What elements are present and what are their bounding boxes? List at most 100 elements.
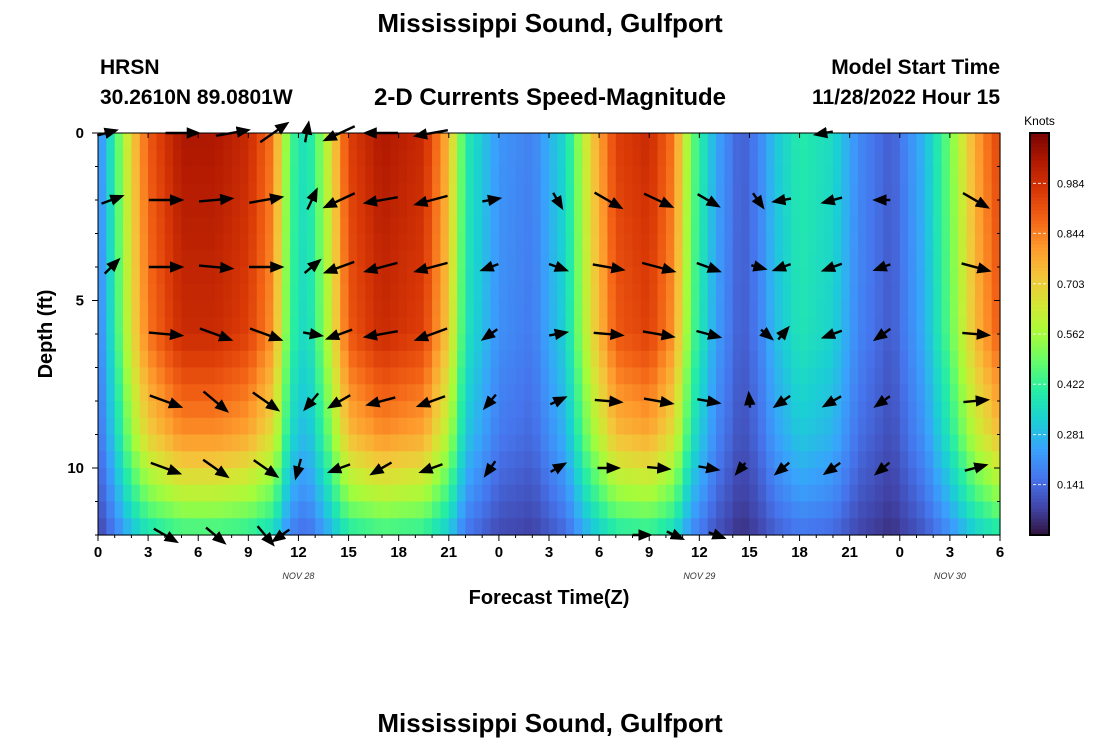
heatmap-cell	[933, 149, 943, 168]
heatmap-cell	[724, 417, 734, 436]
heatmap-cell	[941, 367, 951, 385]
heatmap-cell	[782, 434, 792, 452]
heatmap-cell	[866, 350, 876, 369]
heatmap-cell	[916, 267, 926, 285]
heatmap-cell	[273, 166, 283, 184]
heatmap-cell	[323, 384, 333, 402]
heatmap-cell	[966, 367, 976, 385]
heatmap-cell	[507, 468, 517, 486]
heatmap-cell	[791, 501, 801, 519]
current-vector	[734, 461, 749, 476]
heatmap-cell	[841, 233, 851, 251]
heatmap-cell	[373, 501, 383, 519]
heatmap-cell	[632, 468, 642, 486]
heatmap-cell	[114, 367, 124, 385]
heatmap-cell	[807, 334, 817, 352]
heatmap-cell	[924, 317, 934, 335]
heatmap-cell	[958, 384, 968, 402]
heatmap-cell	[958, 468, 968, 486]
heatmap-cell	[841, 367, 851, 385]
heatmap-cell	[465, 250, 475, 268]
heatmap-cell	[766, 384, 776, 402]
heatmap-cell	[874, 468, 884, 486]
heatmap-cell	[607, 384, 617, 402]
heatmap-cell	[114, 468, 124, 486]
heatmap-cell	[974, 183, 984, 201]
heatmap-cell	[674, 133, 684, 151]
heatmap-cell	[348, 183, 358, 201]
heatmap-cell	[799, 434, 809, 452]
heatmap-cell	[891, 250, 901, 268]
heatmap-cell	[682, 434, 692, 452]
heatmap-cell	[590, 334, 600, 352]
heatmap-cell	[423, 334, 433, 352]
heatmap-cell	[340, 133, 350, 151]
heatmap-cell	[916, 501, 926, 519]
current-vector	[696, 328, 723, 340]
heatmap-cell	[615, 317, 625, 335]
heatmap-cell	[624, 350, 634, 369]
heatmap-cell	[106, 133, 116, 151]
heatmap-cell	[799, 401, 809, 419]
heatmap-cell	[498, 233, 508, 251]
heatmap-cell	[582, 518, 592, 536]
heatmap-cell	[774, 451, 784, 469]
heatmap-cell	[507, 149, 517, 168]
heatmap-cell	[248, 401, 258, 419]
heatmap-cell	[532, 166, 542, 184]
heatmap-cell	[574, 133, 584, 151]
heatmap-cell	[640, 434, 650, 452]
heatmap-cell	[239, 401, 249, 419]
heatmap-cell	[298, 350, 308, 369]
heatmap-cell	[757, 317, 767, 335]
heatmap-cell	[791, 233, 801, 251]
heatmap-cell	[874, 183, 884, 201]
heatmap-cell	[490, 434, 500, 452]
heatmap-cell	[523, 417, 533, 436]
heatmap-cell	[281, 216, 291, 235]
heatmap-cell	[974, 384, 984, 402]
heatmap-cell	[607, 367, 617, 385]
heatmap-cell	[365, 434, 375, 452]
heatmap-cell	[532, 250, 542, 268]
heatmap-cell	[123, 417, 133, 436]
colorbar-cell	[1030, 367, 1049, 372]
heatmap-cell	[189, 300, 199, 318]
heatmap-cell	[356, 200, 366, 218]
heatmap-cell	[173, 166, 183, 184]
heatmap-cell	[983, 200, 993, 218]
heatmap-cell	[173, 216, 183, 235]
heatmap-cell	[699, 216, 709, 235]
model-start-value: 11/28/2022 Hour 15	[812, 86, 1000, 109]
current-vector	[249, 327, 284, 342]
heatmap-cell	[565, 166, 575, 184]
heatmap-cell	[582, 434, 592, 452]
heatmap-cell	[732, 484, 742, 503]
heatmap-cell	[883, 233, 893, 251]
heatmap-cell	[908, 200, 918, 218]
heatmap-cell	[757, 401, 767, 419]
heatmap-cell	[148, 434, 158, 452]
heatmap-cell	[782, 283, 792, 302]
heatmap-cell	[782, 484, 792, 503]
heatmap-cell	[231, 484, 241, 503]
heatmap-cell	[148, 350, 158, 369]
heatmap-cell	[749, 401, 759, 419]
heatmap-cell	[841, 484, 851, 503]
colorbar-cell	[1030, 407, 1049, 412]
heatmap-cell	[507, 317, 517, 335]
heatmap-cell	[590, 317, 600, 335]
heatmap-cell	[448, 350, 458, 369]
heatmap-cell	[799, 334, 809, 352]
heatmap-cell	[365, 501, 375, 519]
heatmap-cell	[874, 133, 884, 151]
heatmap-cell	[290, 233, 300, 251]
heatmap-cell	[757, 250, 767, 268]
heatmap-cell	[189, 233, 199, 251]
heatmap-cell	[874, 317, 884, 335]
heatmap-cell	[214, 384, 224, 402]
heatmap-cell	[716, 233, 725, 251]
heatmap-cell	[423, 367, 433, 385]
heatmap-cell	[615, 166, 625, 184]
heatmap-cell	[123, 434, 133, 452]
